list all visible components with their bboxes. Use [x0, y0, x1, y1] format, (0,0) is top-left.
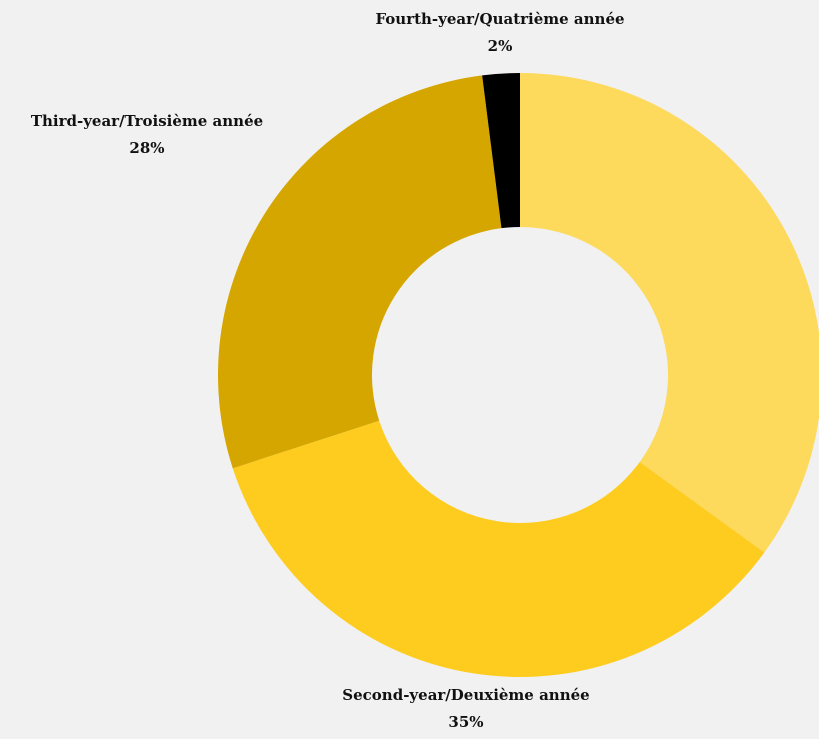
slice-fourth-year	[482, 73, 520, 229]
label-third-year-category: Third-year/Troisième année	[31, 112, 263, 130]
slice-second-year	[232, 420, 765, 677]
slice-third-year	[217, 75, 502, 469]
label-second-year-category: Second-year/Deuxième année	[342, 686, 589, 704]
label-fourth-year-category: Fourth-year/Quatrième année	[375, 10, 624, 28]
label-third-year-value: 28%	[129, 139, 164, 157]
slice-first-year	[520, 73, 819, 553]
label-fourth-year-value: 2%	[488, 37, 513, 55]
label-second-year-value: 35%	[448, 713, 483, 731]
